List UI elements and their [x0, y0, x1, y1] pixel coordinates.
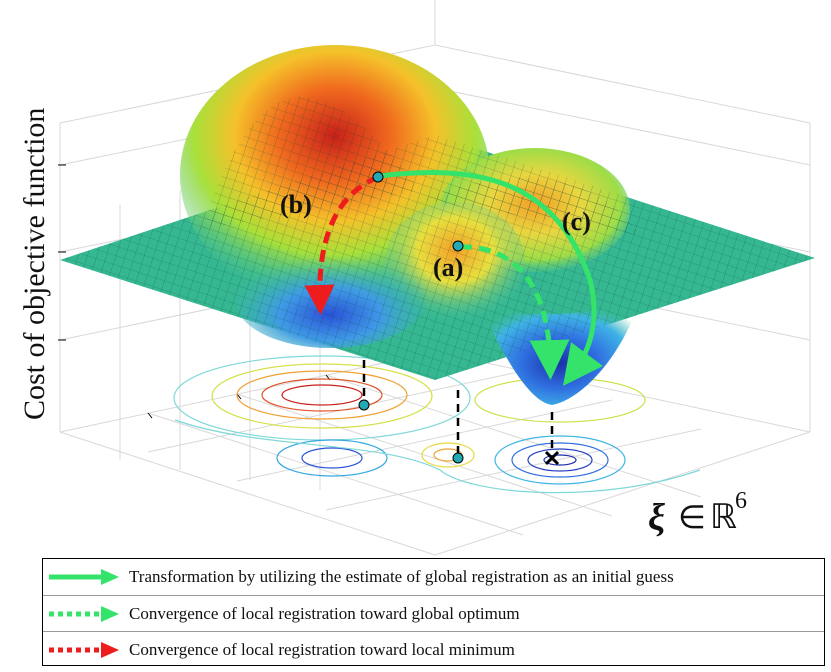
local-convergence-arrow	[304, 174, 379, 315]
surface-mesh	[60, 135, 815, 380]
cross-icon	[544, 450, 560, 466]
legend-label: Convergence of local registration toward…	[129, 604, 520, 623]
legend-label: Convergence of local registration toward…	[129, 640, 515, 659]
x-axis-label: ξ ∈ ℝ 6	[648, 488, 747, 539]
marker-a-floor	[452, 452, 464, 464]
dimension-superscript: 6	[735, 488, 747, 514]
solid-green-arrow-icon	[49, 569, 119, 585]
legend-item-local-convergence: Convergence of local registration toward…	[43, 631, 824, 668]
projection-lines	[362, 360, 554, 455]
marker-b-surface	[372, 171, 384, 183]
real-space-symbol: ℝ	[710, 499, 737, 536]
legend-label: Transformation by utilizing the estimate…	[129, 567, 674, 586]
marker-b-floor	[358, 399, 370, 411]
label-point-a: (a)	[433, 253, 463, 282]
marker-a-surface	[452, 240, 464, 252]
dotted-red-arrow-icon	[49, 642, 119, 658]
element-of-symbol: ∈	[678, 499, 706, 535]
legend: Transformation by utilizing the estimate…	[42, 558, 825, 666]
contour-plot	[173, 355, 701, 494]
xi-symbol: ξ	[648, 497, 665, 539]
global-convergence-arrow	[459, 244, 570, 380]
transformation-arrow	[379, 170, 603, 387]
dotted-green-arrow-icon	[49, 606, 119, 622]
label-point-c: (c)	[562, 207, 591, 236]
legend-item-transformation: Transformation by utilizing the estimate…	[43, 559, 824, 595]
legend-item-global-convergence: Convergence of local registration toward…	[43, 595, 824, 632]
z-axis-label: Cost of objective function	[18, 108, 51, 420]
label-point-b: (b)	[280, 190, 312, 219]
